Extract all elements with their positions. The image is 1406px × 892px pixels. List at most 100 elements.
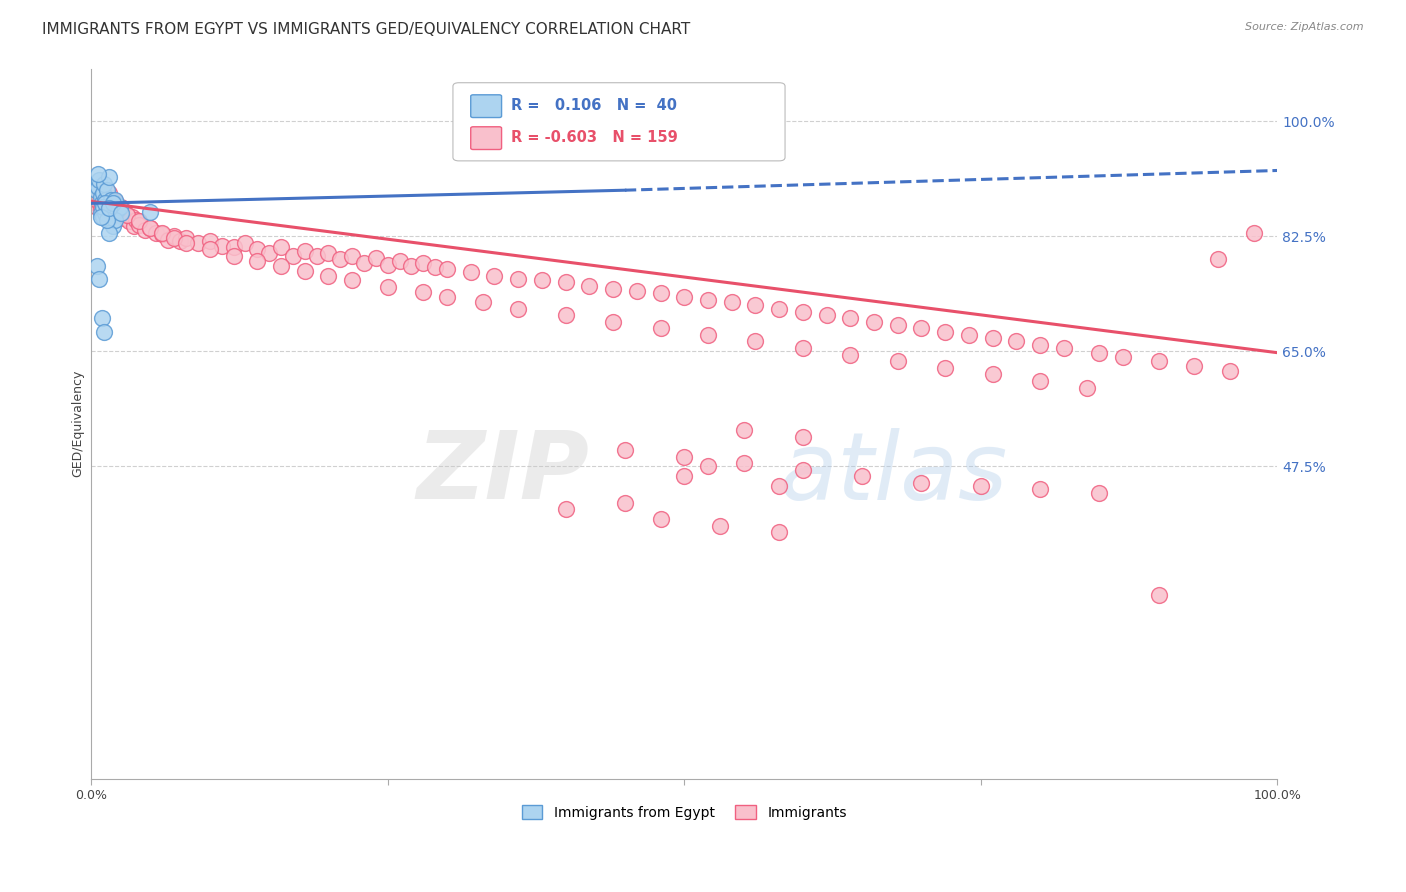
Point — [90, 206, 112, 220]
Point — [863, 315, 886, 329]
Point — [650, 321, 672, 335]
Point — [110, 206, 132, 220]
Point — [174, 235, 197, 250]
Point — [460, 265, 482, 279]
FancyBboxPatch shape — [471, 95, 502, 118]
Point — [851, 469, 873, 483]
Point — [388, 253, 411, 268]
Point — [91, 210, 114, 224]
Point — [90, 190, 112, 204]
Point — [650, 512, 672, 526]
Y-axis label: GED/Equivalency: GED/Equivalency — [72, 370, 84, 477]
Point — [768, 479, 790, 493]
Point — [554, 275, 576, 289]
Point — [91, 190, 114, 204]
Point — [235, 235, 257, 250]
Point — [650, 286, 672, 301]
Point — [112, 211, 135, 226]
Point — [554, 308, 576, 322]
Legend: Immigrants from Egypt, Immigrants: Immigrants from Egypt, Immigrants — [516, 799, 852, 825]
Point — [318, 245, 340, 260]
Point — [471, 295, 494, 310]
Point — [613, 443, 636, 458]
Point — [364, 251, 387, 265]
Point — [602, 282, 624, 296]
Point — [839, 311, 862, 326]
Point — [86, 259, 108, 273]
Point — [89, 190, 111, 204]
Point — [98, 201, 121, 215]
Point — [90, 201, 112, 215]
Point — [981, 331, 1004, 345]
Point — [1219, 364, 1241, 378]
Point — [792, 463, 814, 477]
Text: atlas: atlas — [779, 428, 1007, 519]
Point — [1147, 588, 1170, 602]
Point — [134, 222, 156, 236]
Point — [768, 301, 790, 316]
Point — [508, 301, 530, 316]
Point — [150, 227, 173, 242]
Point — [91, 193, 114, 207]
Point — [174, 231, 197, 245]
Point — [103, 206, 125, 220]
Point — [139, 205, 162, 219]
Point — [96, 200, 118, 214]
Point — [318, 268, 340, 283]
Point — [93, 202, 115, 217]
Point — [970, 479, 993, 493]
Point — [128, 218, 150, 232]
Point — [246, 243, 269, 257]
Point — [934, 325, 956, 339]
Point — [101, 196, 124, 211]
Point — [84, 192, 107, 206]
Point — [1182, 359, 1205, 373]
Point — [1029, 374, 1052, 388]
Point — [115, 208, 138, 222]
Point — [270, 240, 292, 254]
Point — [198, 243, 221, 257]
Point — [792, 341, 814, 355]
Point — [139, 220, 162, 235]
Point — [910, 321, 932, 335]
Point — [118, 214, 141, 228]
Point — [1053, 341, 1076, 355]
Point — [87, 194, 110, 209]
Point — [100, 193, 122, 207]
Point — [87, 167, 110, 181]
Point — [709, 518, 731, 533]
Point — [98, 200, 121, 214]
Point — [246, 253, 269, 268]
Point — [94, 193, 117, 207]
Point — [886, 354, 908, 368]
Point — [111, 206, 134, 220]
Point — [98, 226, 121, 240]
Point — [157, 233, 180, 247]
Text: R =   0.106   N =  40: R = 0.106 N = 40 — [510, 98, 678, 113]
Point — [1029, 338, 1052, 352]
Point — [1112, 350, 1135, 364]
Point — [886, 318, 908, 332]
Point — [910, 475, 932, 490]
Point — [163, 231, 186, 245]
Point — [697, 459, 720, 474]
Point — [98, 186, 121, 201]
Text: R = -0.603   N = 159: R = -0.603 N = 159 — [510, 130, 678, 145]
Point — [90, 198, 112, 212]
Point — [90, 311, 112, 326]
Text: IMMIGRANTS FROM EGYPT VS IMMIGRANTS GED/EQUIVALENCY CORRELATION CHART: IMMIGRANTS FROM EGYPT VS IMMIGRANTS GED/… — [42, 22, 690, 37]
Point — [89, 173, 111, 187]
Point — [91, 200, 114, 214]
Point — [423, 260, 446, 275]
Point — [91, 186, 114, 201]
Point — [115, 208, 138, 222]
Point — [104, 194, 127, 209]
Point — [169, 234, 191, 248]
Point — [377, 258, 399, 272]
Point — [530, 273, 553, 287]
Point — [125, 212, 148, 227]
Point — [128, 214, 150, 228]
FancyBboxPatch shape — [471, 127, 502, 150]
Point — [744, 298, 766, 312]
Point — [1147, 354, 1170, 368]
